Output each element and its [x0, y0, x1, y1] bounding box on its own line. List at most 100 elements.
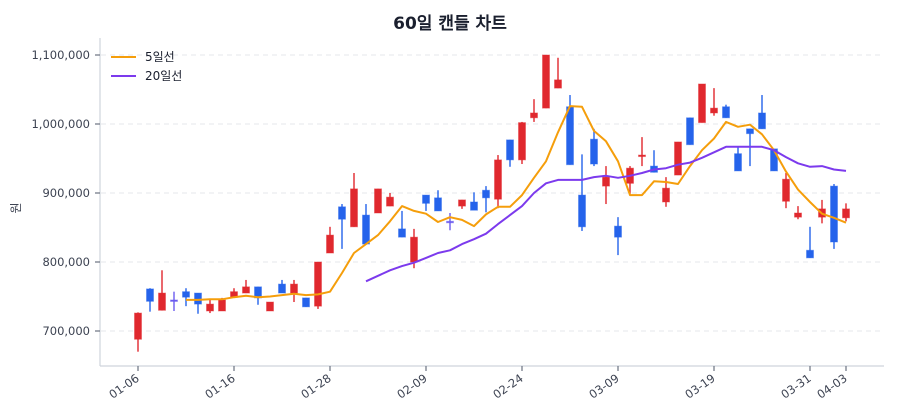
candle-body	[290, 283, 298, 294]
gridlines	[101, 54, 884, 332]
candle	[686, 117, 694, 146]
candle	[482, 186, 490, 213]
y-axis-title: 원	[9, 202, 23, 213]
x-tick-label: 02-24	[490, 371, 525, 402]
candle-body	[482, 189, 490, 199]
candle	[530, 99, 538, 122]
candle	[446, 213, 454, 231]
candle-body	[842, 208, 850, 219]
candle-body	[242, 286, 250, 294]
candle	[542, 54, 550, 109]
candle	[254, 286, 262, 305]
candle	[638, 137, 646, 167]
candle-body	[554, 79, 562, 89]
y-axis-ticks: 700,000 800,000 900,000 1,000,000 1,100,000	[31, 48, 100, 338]
candle-body	[530, 112, 538, 119]
candle-body	[362, 214, 370, 245]
x-tick-label: 04-03	[814, 371, 849, 402]
ma5-line	[186, 105, 847, 301]
candle	[350, 172, 358, 228]
candle-body	[182, 291, 190, 298]
candle	[578, 154, 586, 231]
x-tick-label: 02-09	[394, 371, 429, 402]
legend-label: 20일선	[145, 69, 182, 83]
candle	[386, 193, 394, 207]
candle	[674, 141, 682, 176]
candle-body	[518, 122, 526, 161]
candle	[314, 261, 322, 309]
candle-body	[830, 185, 838, 243]
candle-body	[806, 249, 814, 259]
candle	[206, 299, 214, 314]
candle-body	[410, 236, 418, 263]
candle-body	[278, 283, 286, 294]
candle-body	[338, 206, 346, 220]
candle	[398, 210, 406, 238]
candle	[494, 155, 502, 209]
y-tick-label: 1,100,000	[31, 48, 90, 62]
candle-body	[794, 212, 802, 218]
candle-body	[446, 220, 454, 224]
candle-body	[710, 107, 718, 114]
candle-body	[398, 228, 406, 238]
candle	[278, 279, 286, 294]
candle	[290, 279, 298, 303]
candle-body	[218, 299, 226, 312]
candle-body	[146, 288, 154, 302]
candle-body	[674, 141, 682, 176]
candle	[146, 288, 154, 312]
candle-body	[314, 261, 322, 307]
candle-body	[434, 197, 442, 212]
x-tick-label: 03-19	[682, 371, 717, 402]
candle-body	[506, 139, 514, 161]
candle-body	[350, 188, 358, 228]
x-axis-ticks: 01-06 01-16 01-28 02-09 02-24 03-09 03-19 03-31…	[106, 366, 850, 402]
x-tick-label: 01-16	[202, 371, 237, 402]
candle-body	[722, 106, 730, 119]
candle	[710, 88, 718, 116]
x-tick-label: 03-09	[586, 371, 621, 402]
candle-body	[458, 199, 466, 207]
candle	[758, 95, 766, 130]
candle	[374, 188, 382, 214]
candle	[182, 288, 190, 307]
candle-body	[194, 292, 202, 305]
candle-body	[566, 106, 574, 166]
candle-body	[170, 299, 178, 302]
y-tick-label: 700,000	[42, 324, 90, 338]
candle	[134, 312, 142, 352]
y-tick-label: 1,000,000	[31, 117, 90, 131]
candle-body	[782, 178, 790, 202]
candle-body	[638, 154, 646, 158]
candle-body	[374, 188, 382, 214]
candle-body	[614, 225, 622, 238]
candle-body	[602, 176, 610, 187]
candle-body	[470, 201, 478, 211]
candle	[326, 226, 334, 254]
candle	[266, 301, 274, 312]
candle-body	[494, 159, 502, 200]
legend-label: 5일선	[145, 50, 175, 64]
candle	[722, 104, 730, 119]
candle	[830, 184, 838, 249]
candle-body	[590, 138, 598, 165]
candles	[134, 54, 850, 352]
candle	[782, 172, 790, 209]
candle	[242, 279, 250, 294]
chart-title: 60일 캔들 차트	[393, 14, 507, 34]
candle	[470, 192, 478, 211]
x-tick-label: 03-31	[778, 371, 813, 402]
candle-body	[758, 112, 766, 130]
candle-body	[206, 303, 214, 312]
candle-body	[386, 196, 394, 207]
y-tick-label: 800,000	[42, 255, 90, 269]
candle-body	[746, 128, 754, 135]
candle	[518, 121, 526, 165]
candle-body	[158, 292, 166, 311]
x-tick-label: 01-06	[106, 371, 141, 402]
candle	[458, 199, 466, 209]
candle	[302, 297, 310, 308]
candle-body	[734, 153, 742, 172]
